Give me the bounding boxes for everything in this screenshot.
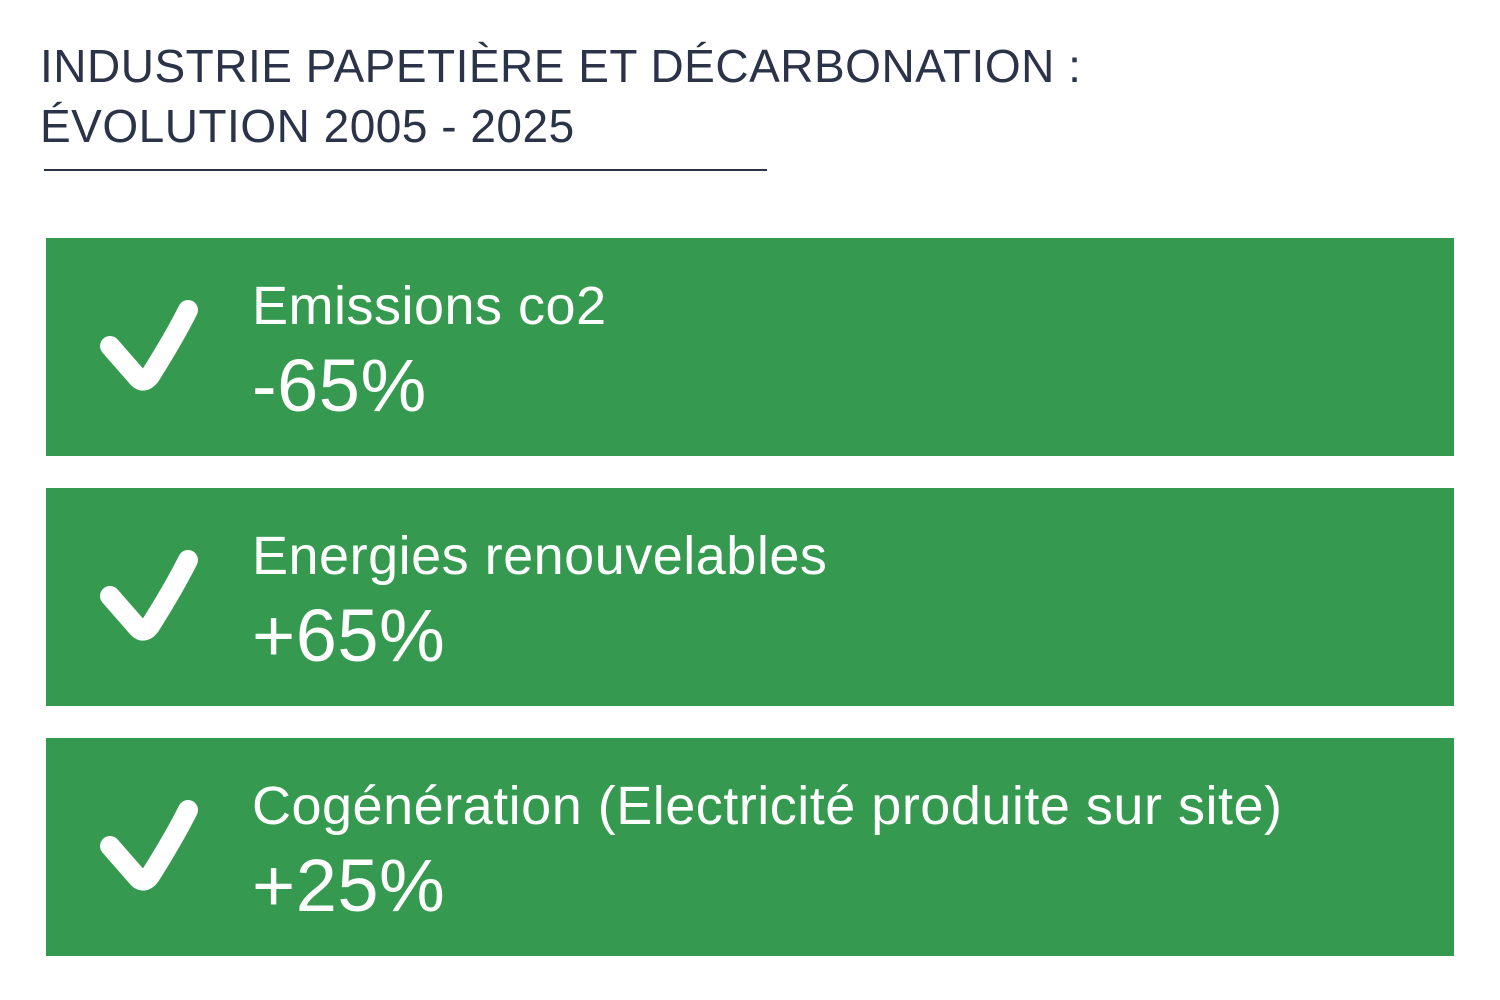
- stat-card-text: Cogénération (Electricité produite sur s…: [252, 770, 1282, 930]
- stat-label: Emissions co2: [252, 276, 607, 336]
- header: INDUSTRIE PAPETIÈRE ET DÉCARBONATION : É…: [40, 36, 1140, 156]
- stat-card-text: Emissions co2 -65%: [252, 270, 607, 430]
- stat-value: +65%: [252, 594, 446, 677]
- stats-card-list: Emissions co2 -65% Energies renouvelable…: [46, 238, 1454, 988]
- checkmark-icon: [100, 550, 198, 641]
- stat-label: Energies renouvelables: [252, 526, 828, 586]
- stat-card-text: Energies renouvelables +65%: [252, 520, 827, 680]
- title-underline: [44, 169, 767, 171]
- stat-card-renewables: Energies renouvelables +65%: [46, 488, 1454, 706]
- stat-value: -65%: [252, 344, 427, 427]
- stat-card-cogeneration: Cogénération (Electricité produite sur s…: [46, 738, 1454, 956]
- checkmark-icon: [100, 300, 198, 391]
- checkmark-icon: [100, 800, 198, 891]
- stat-card-emissions: Emissions co2 -65%: [46, 238, 1454, 456]
- stat-value: +25%: [252, 844, 446, 927]
- stat-label: Cogénération (Electricité produite sur s…: [252, 776, 1283, 836]
- page-title-line-2: ÉVOLUTION 2005 - 2025: [40, 100, 575, 152]
- page-title-line-1: INDUSTRIE PAPETIÈRE ET DÉCARBONATION :: [40, 40, 1082, 92]
